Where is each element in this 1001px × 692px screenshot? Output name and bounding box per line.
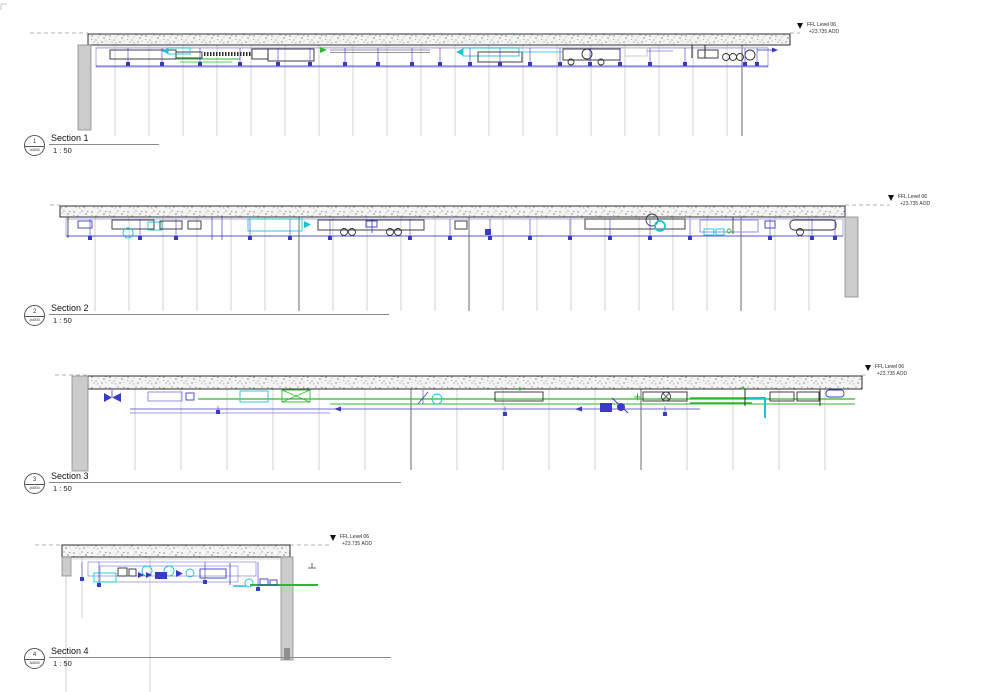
section-2-callout: 2 A4000 Section 2 1 : 50	[24, 303, 389, 326]
level-triangle-icon	[797, 23, 803, 29]
title-underline	[49, 657, 391, 658]
level-elevation: +23.735 AOD	[342, 540, 373, 547]
view-number: 3	[32, 477, 37, 483]
bubble-divider	[25, 484, 44, 485]
section-1-callout: 1 A4000 Section 1 1 : 50	[24, 133, 159, 156]
section-4-callout: 4 A4000 Section 4 1 : 50	[24, 646, 391, 669]
view-number: 4	[32, 652, 37, 658]
level-elevation: +23.735 AOD	[877, 370, 908, 377]
level-triangle-icon	[865, 365, 871, 371]
section-title: Section 2	[51, 303, 89, 313]
section-3-callout: 3 A4000 Section 3 1 : 50	[24, 471, 401, 494]
bubble-divider	[25, 316, 44, 317]
level-marker: FFL Level 06 +23.735 AOD	[330, 534, 372, 547]
section-scale: 1 : 50	[53, 659, 72, 668]
title-underline	[49, 482, 401, 483]
sheet-reference: A4000	[29, 485, 40, 490]
view-reference-bubble: 2 A4000	[24, 305, 45, 326]
bubble-divider	[25, 146, 44, 147]
view-number: 2	[32, 309, 37, 315]
view-reference-bubble: 1 A4000	[24, 135, 45, 156]
title-underline	[49, 314, 389, 315]
sheet-reference: A4000	[29, 147, 40, 152]
view-number: 1	[32, 139, 37, 145]
sheet-reference: A4000	[29, 317, 40, 322]
section-title: Section 1	[51, 133, 89, 143]
view-reference-bubble: 3 A4000	[24, 473, 45, 494]
section-scale: 1 : 50	[53, 316, 72, 325]
title-underline	[49, 144, 159, 145]
section-scale: 1 : 50	[53, 146, 72, 155]
bubble-divider	[25, 659, 44, 660]
level-elevation: +23.735 AOD	[809, 28, 840, 35]
sheet-reference: A4000	[29, 660, 40, 665]
level-name: FFL Level 06	[898, 194, 927, 200]
section-title: Section 3	[51, 471, 89, 481]
level-triangle-icon	[330, 535, 336, 541]
level-elevation: +23.735 AOD	[900, 200, 931, 207]
section-scale: 1 : 50	[53, 484, 72, 493]
level-name: FFL Level 06	[875, 364, 904, 370]
level-marker: FFL Level 06 +23.735 AOD	[888, 194, 930, 207]
level-marker: FFL Level 06 +23.735 AOD	[865, 364, 907, 377]
level-name: FFL Level 06	[340, 534, 369, 540]
level-triangle-icon	[888, 195, 894, 201]
view-reference-bubble: 4 A4000	[24, 648, 45, 669]
level-name: FFL Level 06	[807, 22, 836, 28]
section-title: Section 4	[51, 646, 89, 656]
level-marker: FFL Level 06 +23.735 AOD	[797, 22, 839, 35]
